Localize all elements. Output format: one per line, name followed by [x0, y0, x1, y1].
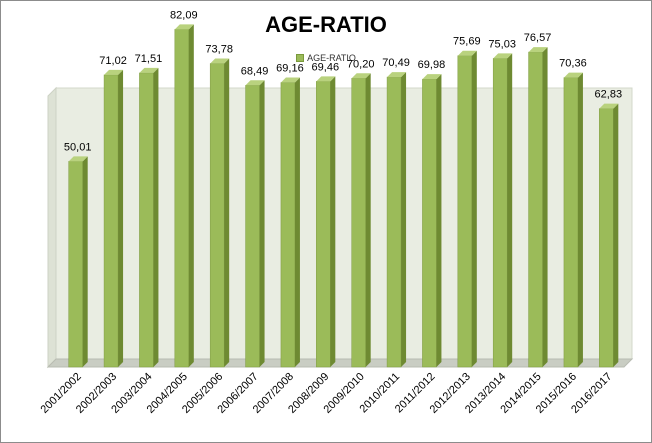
bar: [316, 81, 331, 368]
bar: [68, 161, 83, 368]
bar-side: [118, 69, 124, 367]
data-label: 70,36: [559, 58, 587, 70]
bar-side: [330, 76, 336, 367]
bar: [528, 51, 543, 368]
data-label: 62,83: [595, 89, 623, 101]
bar-top: [563, 72, 583, 78]
bar: [492, 58, 508, 368]
bar-side: [365, 73, 371, 367]
bar-top: [280, 77, 300, 83]
bar: [386, 76, 402, 368]
data-label: 71,51: [135, 53, 163, 65]
legend-swatch: [296, 54, 305, 62]
bar: [457, 55, 473, 368]
data-label: 70,20: [347, 58, 375, 70]
bar-side: [507, 53, 513, 367]
bar-side: [613, 103, 619, 367]
bar-top: [351, 73, 371, 79]
data-label: 69,98: [418, 59, 446, 71]
bar-top: [210, 58, 230, 64]
bar-top: [599, 103, 619, 109]
bar-top: [174, 24, 194, 30]
bar-side: [153, 67, 159, 367]
chart-side-wall: [47, 86, 57, 369]
data-label: 76,57: [524, 32, 552, 44]
bar-top: [422, 74, 442, 80]
data-label: 68,49: [241, 65, 269, 77]
bar-side: [82, 156, 88, 367]
bar-top: [245, 80, 265, 86]
bar-top: [104, 69, 124, 75]
legend-label: AGE-RATIO: [307, 53, 356, 63]
chart-title: AGE-RATIO: [265, 12, 387, 37]
bar-side: [224, 58, 230, 368]
bar-side: [259, 80, 265, 368]
data-label: 82,09: [170, 9, 198, 21]
bar-side: [188, 24, 194, 368]
data-label: 73,78: [205, 44, 233, 56]
bar-top: [316, 76, 336, 82]
data-label: 69,46: [312, 61, 340, 73]
data-label: 69,16: [276, 63, 304, 75]
data-label: 71,02: [99, 55, 127, 67]
bar: [351, 78, 366, 368]
bar-top: [139, 67, 159, 73]
chart-legend: AGE-RATIO: [0, 53, 652, 63]
bar-side: [436, 74, 442, 368]
bar-top: [387, 72, 407, 78]
data-label: 75,03: [488, 38, 516, 50]
bar: [174, 29, 190, 368]
bar: [103, 74, 119, 368]
bar-top: [493, 53, 513, 59]
bar-side: [471, 50, 477, 367]
bar-side: [294, 77, 300, 368]
data-label: 50,01: [64, 141, 92, 153]
bar: [563, 77, 579, 368]
bar-top: [457, 50, 477, 56]
bar: [280, 82, 296, 368]
bar: [599, 108, 614, 368]
data-label: 70,49: [382, 57, 410, 69]
bar: [209, 63, 225, 368]
bar: [422, 78, 437, 368]
bar-top: [528, 47, 548, 53]
bar: [139, 72, 154, 368]
bar-side: [577, 72, 583, 368]
data-label: 75,69: [453, 36, 481, 48]
bar: [245, 85, 260, 368]
bar-side: [542, 47, 548, 367]
bar-side: [401, 72, 407, 367]
bar-top: [68, 156, 88, 162]
